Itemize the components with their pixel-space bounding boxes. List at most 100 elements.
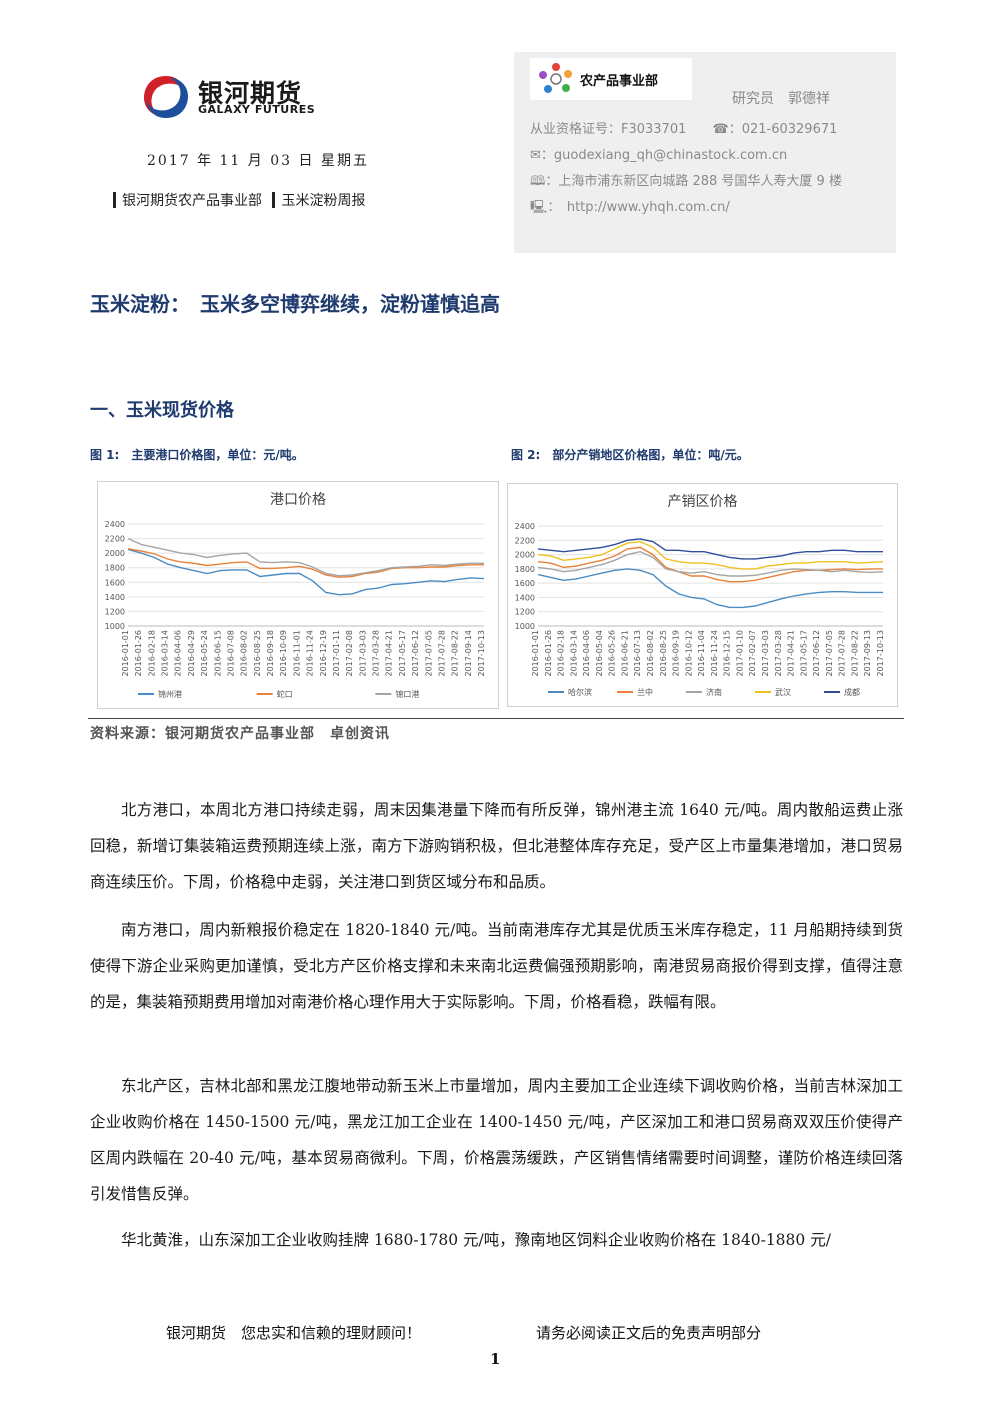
x-tick-label: 2016-12-19 [319, 630, 328, 677]
figure-2-caption: 图 2: 部分产销地区价格图，单位：吨/元。 [511, 448, 749, 462]
x-tick-label: 2016-04-06 [582, 630, 591, 677]
y-tick-label: 2200 [105, 535, 125, 544]
x-tick-label: 2016-10-12 [684, 630, 693, 677]
x-tick-label: 2017-05-17 [398, 630, 407, 677]
website-link[interactable]: 🖳： http://www.yhqh.com.cn/ [530, 200, 730, 215]
x-tick-label: 2017-04-21 [385, 630, 394, 677]
footer-slogan: 银河期货 您忠实和信赖的理财顾问！ [166, 1324, 422, 1342]
series-line [537, 540, 884, 570]
y-tick-label: 1000 [105, 622, 125, 631]
x-tick-label: 2016-10-09 [279, 630, 288, 677]
galaxy-swirl-icon [144, 76, 188, 118]
x-tick-label: 2016-04-29 [187, 630, 196, 677]
page-number: 1 [490, 1350, 501, 1368]
main-title: 玉米淀粉： 玉米多空博弈继续，淀粉谨慎追高 [90, 292, 500, 316]
legend-label: 武汉 [775, 687, 791, 697]
x-tick-label: 2017-03-28 [372, 630, 381, 677]
paragraph-north-port: 北方港口，本周北方港口持续走弱，周末因集港量下降而有所反弹，锦州港主流 1640… [90, 801, 903, 891]
x-tick-label: 2016-09-18 [266, 630, 275, 677]
x-tick-label: 2017-09-14 [464, 630, 473, 677]
paragraph-south-port: 南方港口，周内新粮报价稳定在 1820-1840 元/吨。当前南港库存尤其是优质… [90, 921, 903, 1011]
x-tick-label: 2017-01-10 [735, 630, 744, 677]
x-tick-label: 2016-06-21 [620, 630, 629, 677]
brand-name-en: GALAXY FUTURES [198, 103, 316, 116]
x-tick-label: 2016-05-04 [595, 630, 604, 677]
x-tick-label: 2016-08-02 [240, 630, 249, 677]
port-price-chart-svg: 港口价格240022002000180016001400120010002016… [105, 492, 486, 699]
series-line [537, 538, 883, 560]
x-tick-label: 2017-02-08 [345, 630, 354, 677]
y-tick-label: 2400 [105, 520, 125, 529]
email-address[interactable]: ✉：guodexiang_qh@chinastock.com.cn [530, 148, 788, 163]
paragraph-northeast: 东北产区，吉林北部和黑龙江腹地带动新玉米上市量增加，周内主要加工企业连续下调收购… [90, 1077, 903, 1203]
x-tick-label: 2016-05-24 [200, 630, 209, 677]
department-line: 银河期货农产品事业部 玉米淀粉周报 [113, 190, 365, 210]
series-line [537, 568, 883, 609]
x-tick-label: 2017-08-22 [451, 630, 460, 677]
source-divider [88, 718, 904, 719]
data-source: 资料来源：银河期货农产品事业部 卓创资讯 [90, 726, 390, 742]
x-tick-label: 2017-06-12 [812, 630, 821, 677]
company-logo: 银河期货 GALAXY FUTURES [140, 72, 340, 122]
x-tick-label: 2017-10-13 [477, 630, 486, 677]
x-tick-label: 2016-11-04 [697, 630, 706, 677]
x-tick-label: 2016-03-14 [569, 630, 578, 677]
x-tick-label: 2016-07-13 [633, 630, 642, 677]
y-tick-label: 1800 [515, 565, 535, 574]
y-tick-label: 1400 [515, 593, 535, 602]
x-tick-label: 2016-05-26 [608, 630, 617, 677]
legend-label: 蛇口 [277, 689, 293, 699]
series-line [127, 537, 484, 577]
dept-logo-text: 农产品事业部 [580, 74, 659, 89]
x-tick-label: 2016-03-14 [161, 630, 170, 677]
y-tick-label: 1200 [105, 607, 125, 616]
x-tick-label: 2016-11-24 [306, 630, 315, 677]
y-tick-label: 2000 [515, 551, 535, 560]
license-number: 从业资格证号：F3033701 [530, 122, 687, 137]
chart-title: 港口价格 [270, 492, 326, 508]
x-tick-label: 2017-06-12 [411, 630, 420, 677]
series-line [127, 548, 484, 578]
divider-bar [272, 192, 276, 208]
x-tick-label: 2017-05-17 [799, 630, 808, 677]
y-tick-label: 1400 [105, 593, 125, 602]
y-tick-label: 1800 [105, 564, 125, 573]
phone-number: ☎：021-60329671 [712, 122, 838, 137]
region-price-chart-svg: 产销区价格24002200200018001600140012001000201… [515, 494, 885, 697]
x-tick-label: 2016-01-01 [121, 630, 130, 677]
x-tick-label: 2016-06-15 [213, 630, 222, 677]
x-tick-label: 2017-08-22 [850, 630, 859, 677]
x-tick-label: 2017-03-03 [358, 630, 367, 677]
legend-label: 成都 [844, 687, 860, 697]
footer-disclaimer[interactable]: 请务必阅读正文后的免责声明部分 [536, 1324, 762, 1342]
license-row: 从业资格证号：F3033701 ☎：021-60329671 [530, 118, 837, 137]
region-price-chart: 产销区价格 2400 2200 2000 1800 1600 1400 1200 1000 201… [507, 483, 898, 707]
x-tick-label: 2016-08-25 [659, 630, 668, 677]
x-tick-label: 2016-01-26 [134, 630, 143, 677]
x-tick-label: 2016-07-08 [226, 630, 235, 677]
office-address: 🕮：上海市浦东新区向城路 288 号国华人寿大厦 9 楼 [530, 174, 842, 189]
x-tick-label: 2016-09-19 [672, 630, 681, 677]
contact-box: 农产品事业部 研究员 郭德祥 从业资格证号：F3033701 ☎：021-603… [514, 52, 896, 253]
y-tick-label: 2400 [515, 522, 535, 531]
chart-title: 产销区价格 [668, 494, 738, 510]
legend-label: 兰中 [637, 687, 653, 697]
figure-1-caption: 图 1: 主要港口价格图，单位：元/吨。 [90, 448, 304, 462]
x-tick-label: 2017-07-28 [838, 630, 847, 677]
x-tick-label: 2016-01-01 [531, 630, 540, 677]
series-line [537, 546, 883, 583]
x-tick-label: 2017-10-13 [876, 630, 885, 677]
x-tick-label: 2016-11-24 [710, 630, 719, 677]
y-tick-label: 1200 [515, 608, 535, 617]
series-line [127, 548, 485, 596]
x-tick-label: 2016-12-15 [723, 630, 732, 677]
x-tick-label: 2016-01-26 [544, 630, 553, 677]
series-line [537, 550, 884, 577]
x-tick-label: 2017-07-28 [437, 630, 446, 677]
brand-name-cn: 银河期货 [198, 79, 303, 108]
report-date: 2017 年 11 月 03 日 星期五 [147, 153, 369, 169]
x-tick-label: 2016-08-25 [253, 630, 262, 677]
legend-label: 锦州港 [158, 689, 182, 699]
analyst-name: 研究员 郭德祥 [732, 91, 830, 107]
divider-bar [113, 192, 116, 208]
